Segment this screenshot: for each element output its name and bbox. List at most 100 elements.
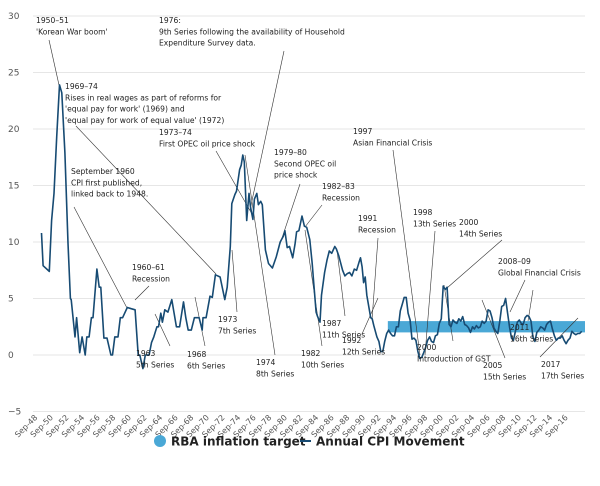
target-band-rect — [387, 321, 585, 333]
annotation-text: Second OPEC oil — [274, 159, 336, 168]
annotation-text: 1960–61 — [132, 263, 165, 272]
y-tick-label: 15 — [8, 182, 19, 192]
annotation-text: 11th Series — [322, 330, 365, 339]
annotation: 1968 6th Series — [187, 350, 225, 370]
annotation-text: 2011 — [510, 323, 529, 332]
annotation-leader-line — [154, 313, 171, 347]
annotation: 1973 7th Series — [218, 315, 256, 335]
annotation-text: price shock — [274, 171, 318, 180]
annotation-leader-line — [75, 125, 217, 275]
annotation-leader-line — [371, 237, 379, 321]
annotation-text: Rises in real wages as part of reforms f… — [65, 93, 222, 102]
annotation-leader-line — [134, 285, 150, 301]
annotation-text: 1979–80 — [274, 148, 307, 157]
annotation-text: Recession — [358, 225, 396, 234]
annotation-text: 14th Series — [459, 229, 502, 238]
annotation-leader-line — [509, 279, 526, 313]
y-tick-label: 30 — [8, 12, 20, 22]
annotation: 2005 15th Series — [483, 361, 526, 381]
annotation: 1992 12th Series — [342, 336, 385, 356]
annotation-text: 6th Series — [187, 361, 225, 370]
legend-item-target[interactable]: RBA inflation target — [154, 435, 306, 449]
annotation-text: 9th Series following the availability of… — [159, 27, 345, 36]
annotation-text: 1998 — [413, 208, 432, 217]
annotation-text: 1974 — [256, 358, 275, 367]
annotation-text: 16th Series — [510, 334, 553, 343]
annotation-text: 8th Series — [256, 369, 294, 378]
annotation-leader-line — [48, 39, 60, 86]
annotation-leaders — [48, 39, 579, 359]
cpi-line — [40, 84, 583, 370]
annotation: 1979–80 Second OPEC oil price shock — [274, 148, 336, 180]
annotation-leader-line — [73, 206, 128, 309]
annotation-text: 1992 — [342, 336, 361, 345]
annotation: 1973–74 First OPEC oil price shock — [159, 128, 256, 148]
annotation-text: CPI first published, — [71, 178, 142, 187]
annotation-text: 1973 — [218, 315, 237, 324]
annotation: 1974 8th Series — [256, 358, 294, 378]
annotation-text: 13th Series — [413, 219, 456, 228]
annotation-text: 1987 — [322, 319, 341, 328]
annotation-text: 2017 — [541, 360, 560, 369]
annotation-leader-line — [481, 299, 506, 359]
annotation-text: Global Financial Crisis — [498, 268, 581, 277]
annotation-text: 7th Series — [218, 326, 256, 335]
annotation: 1969–74 Rises in real wages as part of re… — [65, 82, 224, 125]
annotation: 1960–61 Recession — [132, 263, 170, 283]
annotation-text: 1976: — [159, 16, 181, 25]
annotation-text: 1973–74 — [159, 128, 192, 137]
gridlines — [33, 15, 585, 412]
annotation-text: Introduction of GST — [417, 354, 491, 363]
annotation: 2011 16th Series — [510, 323, 553, 343]
annotations: 1950–51 'Korean War boom' 1969–74 Rises in … — [36, 16, 584, 381]
annotation: 2000 Introduction of GST — [417, 343, 491, 363]
annotation-text: First OPEC oil price shock — [159, 139, 256, 148]
annotation-text: linked back to 1948. — [71, 190, 148, 199]
legend-target-swatch — [154, 435, 166, 447]
annotation-leader-line — [336, 249, 346, 317]
y-axis: 30 25 20 15 10 5 0 −5 — [8, 12, 21, 418]
annotation: 1982–83 Recession — [322, 182, 360, 202]
annotation: 2017 17th Series — [541, 360, 584, 380]
annotation-text: 12th Series — [342, 347, 385, 356]
annotation-leader-line — [446, 239, 503, 289]
annotation-text: 1982–83 — [322, 182, 355, 191]
legend-target-label: RBA inflation target — [171, 435, 306, 449]
annotation: September 1960 CPI first published, linked… — [71, 167, 148, 199]
annotation: 1950–51 'Korean War boom' — [36, 16, 108, 36]
y-tick-label: 0 — [8, 351, 14, 361]
annotation-text: Expenditure Survey data. — [159, 39, 256, 48]
annotation-text: 2008–09 — [498, 257, 531, 266]
annotation-text: 15th Series — [483, 372, 526, 381]
annotation-text: Asian Financial Crisis — [353, 138, 432, 147]
annotation: 1982 10th Series — [301, 349, 344, 369]
annotation-leader-line — [392, 149, 421, 356]
annotation-text: 1968 — [187, 350, 206, 359]
annotation-text: 10th Series — [301, 360, 344, 369]
annotation-text: 1997 — [353, 127, 372, 136]
annotation-text: 1991 — [358, 214, 377, 223]
annotation: 2000 14th Series — [459, 218, 502, 238]
annotation-text: 5th Series — [136, 360, 174, 369]
annotation: 1997 Asian Financial Crisis — [353, 127, 432, 147]
annotation: 1963 5th Series — [136, 349, 174, 369]
annotation-text: 'Korean War boom' — [36, 27, 108, 36]
annotation-leader-line — [424, 230, 436, 356]
annotation-text: 'equal pay for work of equal value' (197… — [65, 116, 224, 125]
y-tick-label: 5 — [8, 295, 14, 305]
annotation-text: 1963 — [136, 349, 155, 358]
annotation-leader-line — [304, 204, 323, 228]
annotation-text: 1969–74 — [65, 82, 98, 91]
annotation-text: 2005 — [483, 361, 502, 370]
y-tick-label: 20 — [8, 125, 20, 135]
annotation: 1987 11th Series — [322, 319, 365, 339]
legend-item-cpi[interactable]: Annual CPI Movement — [300, 435, 465, 449]
annotation-text: Recession — [132, 274, 170, 283]
annotation: 2008–09 Global Financial Crisis — [498, 257, 581, 277]
annotation-text: 1950–51 — [36, 16, 69, 25]
annotation-text: Recession — [322, 193, 360, 202]
annotation-leader-line — [231, 249, 238, 313]
legend-cpi-label: Annual CPI Movement — [316, 435, 465, 449]
annotation-leader-line — [249, 50, 285, 211]
annotation-text: 1982 — [301, 349, 320, 358]
